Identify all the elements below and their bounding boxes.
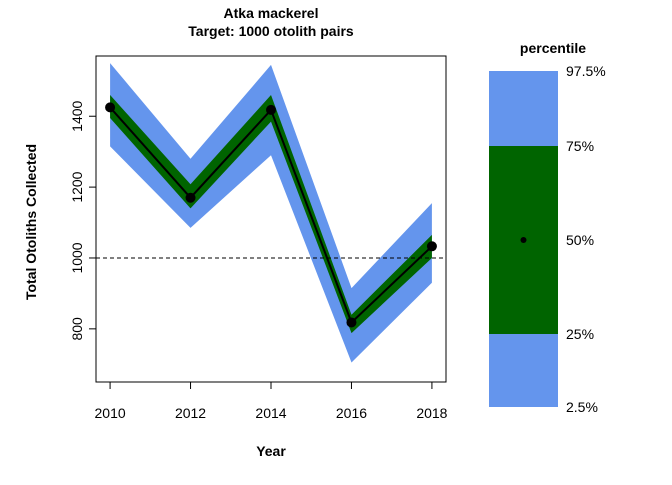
legend-label: 25% [566, 326, 594, 342]
x-tick-label: 2016 [336, 405, 367, 421]
band-97-5 [110, 63, 432, 363]
legend-label: 2.5% [566, 399, 598, 415]
legend-label: 97.5% [566, 63, 606, 79]
legend-title: percentile [520, 40, 586, 56]
x-tick-label: 2018 [416, 405, 447, 421]
chart-subtitle: Target: 1000 otolith pairs [188, 23, 354, 39]
median-point [105, 102, 116, 113]
x-axis-title: Year [256, 443, 286, 459]
median-point [346, 317, 357, 328]
legend-label: 50% [566, 232, 594, 248]
y-tick-label: 800 [69, 317, 85, 341]
median-point [266, 104, 276, 115]
legend: 97.5% 75% 50% 25% 2.5% [489, 63, 606, 415]
y-axis-title: Total Otoliths Collected [23, 144, 39, 300]
y-tick-label: 1200 [69, 171, 85, 202]
axes: 2010 2012 2014 2016 2018 800 1000 1200 1400 [69, 55, 448, 421]
plot-area [96, 63, 446, 363]
y-tick-label: 1400 [69, 100, 85, 131]
x-tick-label: 2012 [175, 405, 206, 421]
legend-label: 75% [566, 138, 594, 154]
median-point [185, 192, 196, 203]
x-tick-label: 2014 [255, 405, 286, 421]
x-tick-label: 2010 [95, 405, 126, 421]
median-point [426, 241, 437, 252]
legend-median-point [520, 237, 527, 243]
chart-title: Atka mackerel [224, 5, 319, 21]
y-tick-label: 1000 [69, 242, 85, 273]
